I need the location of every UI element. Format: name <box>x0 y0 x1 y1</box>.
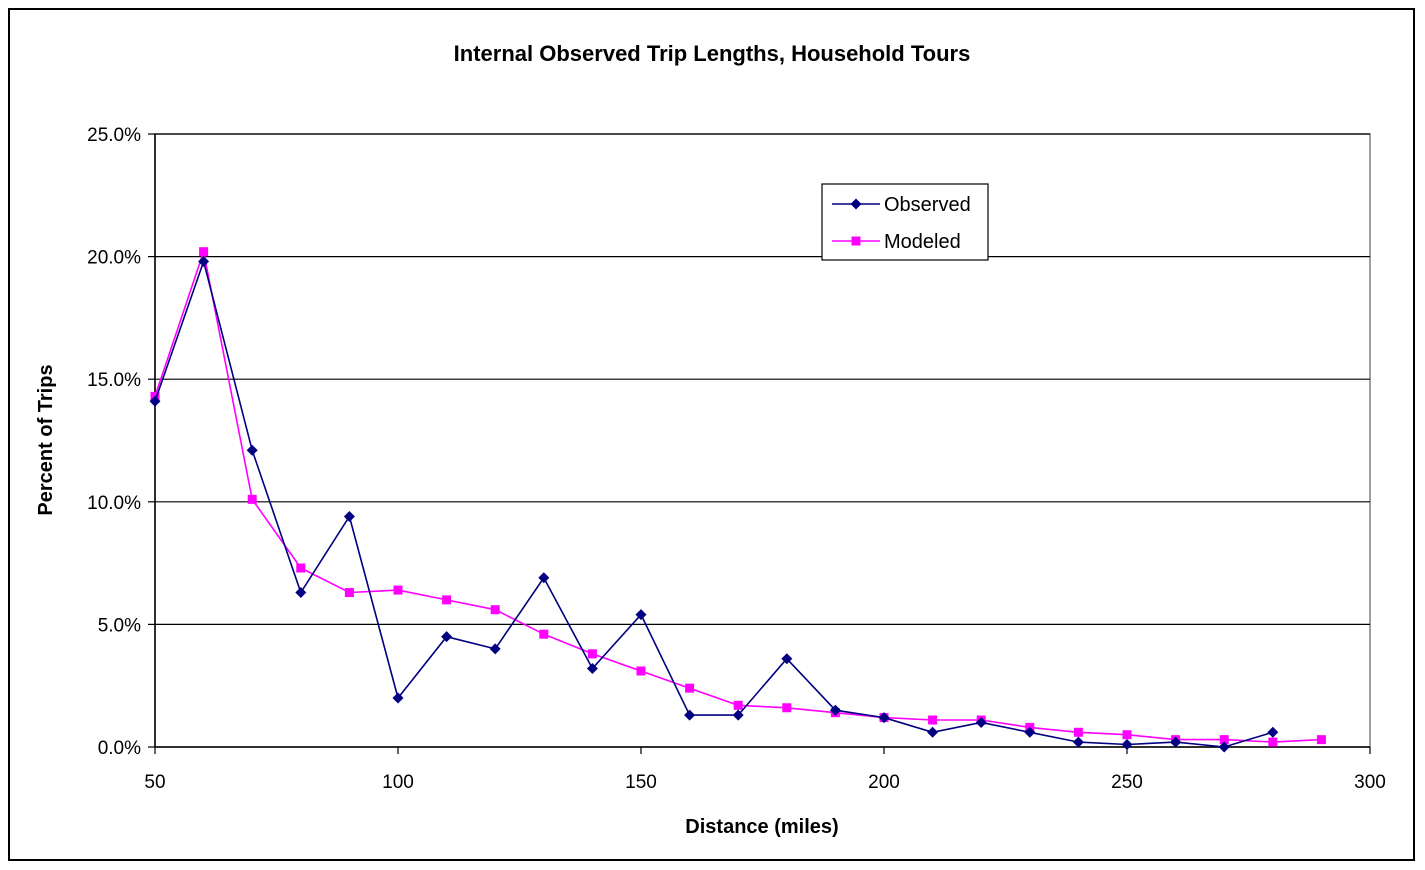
plot-area <box>154 133 1371 748</box>
chart-title: Internal Observed Trip Lengths, Househol… <box>454 41 971 66</box>
observed-point <box>1170 736 1182 748</box>
observed-point <box>878 712 890 724</box>
modeled-point <box>393 585 403 595</box>
gridlines <box>155 133 1370 626</box>
observed-point <box>538 572 550 584</box>
observed-point <box>343 511 355 523</box>
x-tick-label: 50 <box>144 772 165 793</box>
y-tick-label: 20.0% <box>87 248 141 269</box>
observed-point <box>1024 726 1036 738</box>
y-tick-label: 10.0% <box>87 493 141 514</box>
x-tick-label: 150 <box>625 772 657 793</box>
legend-box <box>821 183 989 261</box>
observed-point <box>441 631 453 643</box>
observed-point <box>829 704 841 716</box>
series-lines <box>149 247 1326 753</box>
legend-label-modeled: Modeled <box>884 231 961 253</box>
modeled-point <box>928 715 938 725</box>
observed-point <box>635 609 647 621</box>
modeled-point <box>1316 735 1326 745</box>
axes <box>148 133 1371 754</box>
observed-point <box>246 444 258 456</box>
y-tick-label: 15.0% <box>87 370 141 391</box>
legend: Observed Modeled <box>821 183 989 261</box>
observed-point <box>1121 739 1133 751</box>
x-axis-title: Distance (miles) <box>685 816 838 838</box>
legend-marker-observed <box>850 198 862 210</box>
legend-label-observed: Observed <box>884 194 971 216</box>
modeled-point <box>344 588 354 598</box>
modeled-point <box>199 247 209 257</box>
modeled-point <box>296 563 306 573</box>
modeled-point <box>1073 727 1083 737</box>
modeled-point <box>442 595 452 605</box>
observed-point <box>1218 741 1230 753</box>
observed-point <box>684 709 696 721</box>
observed-line <box>154 258 1274 748</box>
tick-labels: 0.0% 5.0% 10.0% 15.0% 20.0% 25.0% 50 100 150 200 2… <box>87 125 1386 793</box>
observed-point <box>295 587 307 599</box>
modeled-point <box>1268 737 1278 747</box>
x-tick-label: 100 <box>382 772 414 793</box>
y-tick-label: 25.0% <box>87 125 141 146</box>
x-tick-label: 300 <box>1354 772 1386 793</box>
observed-point <box>781 653 793 665</box>
modeled-point <box>1219 735 1229 745</box>
modeled-point <box>1122 730 1132 740</box>
x-tick-label: 200 <box>868 772 900 793</box>
observed-point <box>975 716 987 728</box>
observed-point <box>198 256 210 268</box>
modeled-point <box>539 629 549 639</box>
modeled-point <box>782 703 792 713</box>
y-tick-label: 0.0% <box>98 738 141 759</box>
observed-point <box>392 692 404 704</box>
modeled-point <box>685 683 695 693</box>
modeled-point <box>490 605 500 615</box>
y-axis-title: Percent of Trips <box>35 364 57 515</box>
legend-marker-modeled <box>851 236 861 246</box>
observed-point <box>732 709 744 721</box>
series-observed <box>149 256 1279 753</box>
modeled-point <box>247 494 257 504</box>
modeled-point <box>733 700 743 710</box>
observed-point <box>1267 726 1279 738</box>
observed-point <box>149 395 161 407</box>
modeled-point <box>636 666 646 676</box>
observed-point <box>489 643 501 655</box>
x-tick-label: 250 <box>1111 772 1143 793</box>
observed-point <box>586 663 598 675</box>
y-tick-label: 5.0% <box>98 615 141 636</box>
observed-point <box>927 726 939 738</box>
modeled-point <box>587 649 597 659</box>
observed-point <box>1072 736 1084 748</box>
